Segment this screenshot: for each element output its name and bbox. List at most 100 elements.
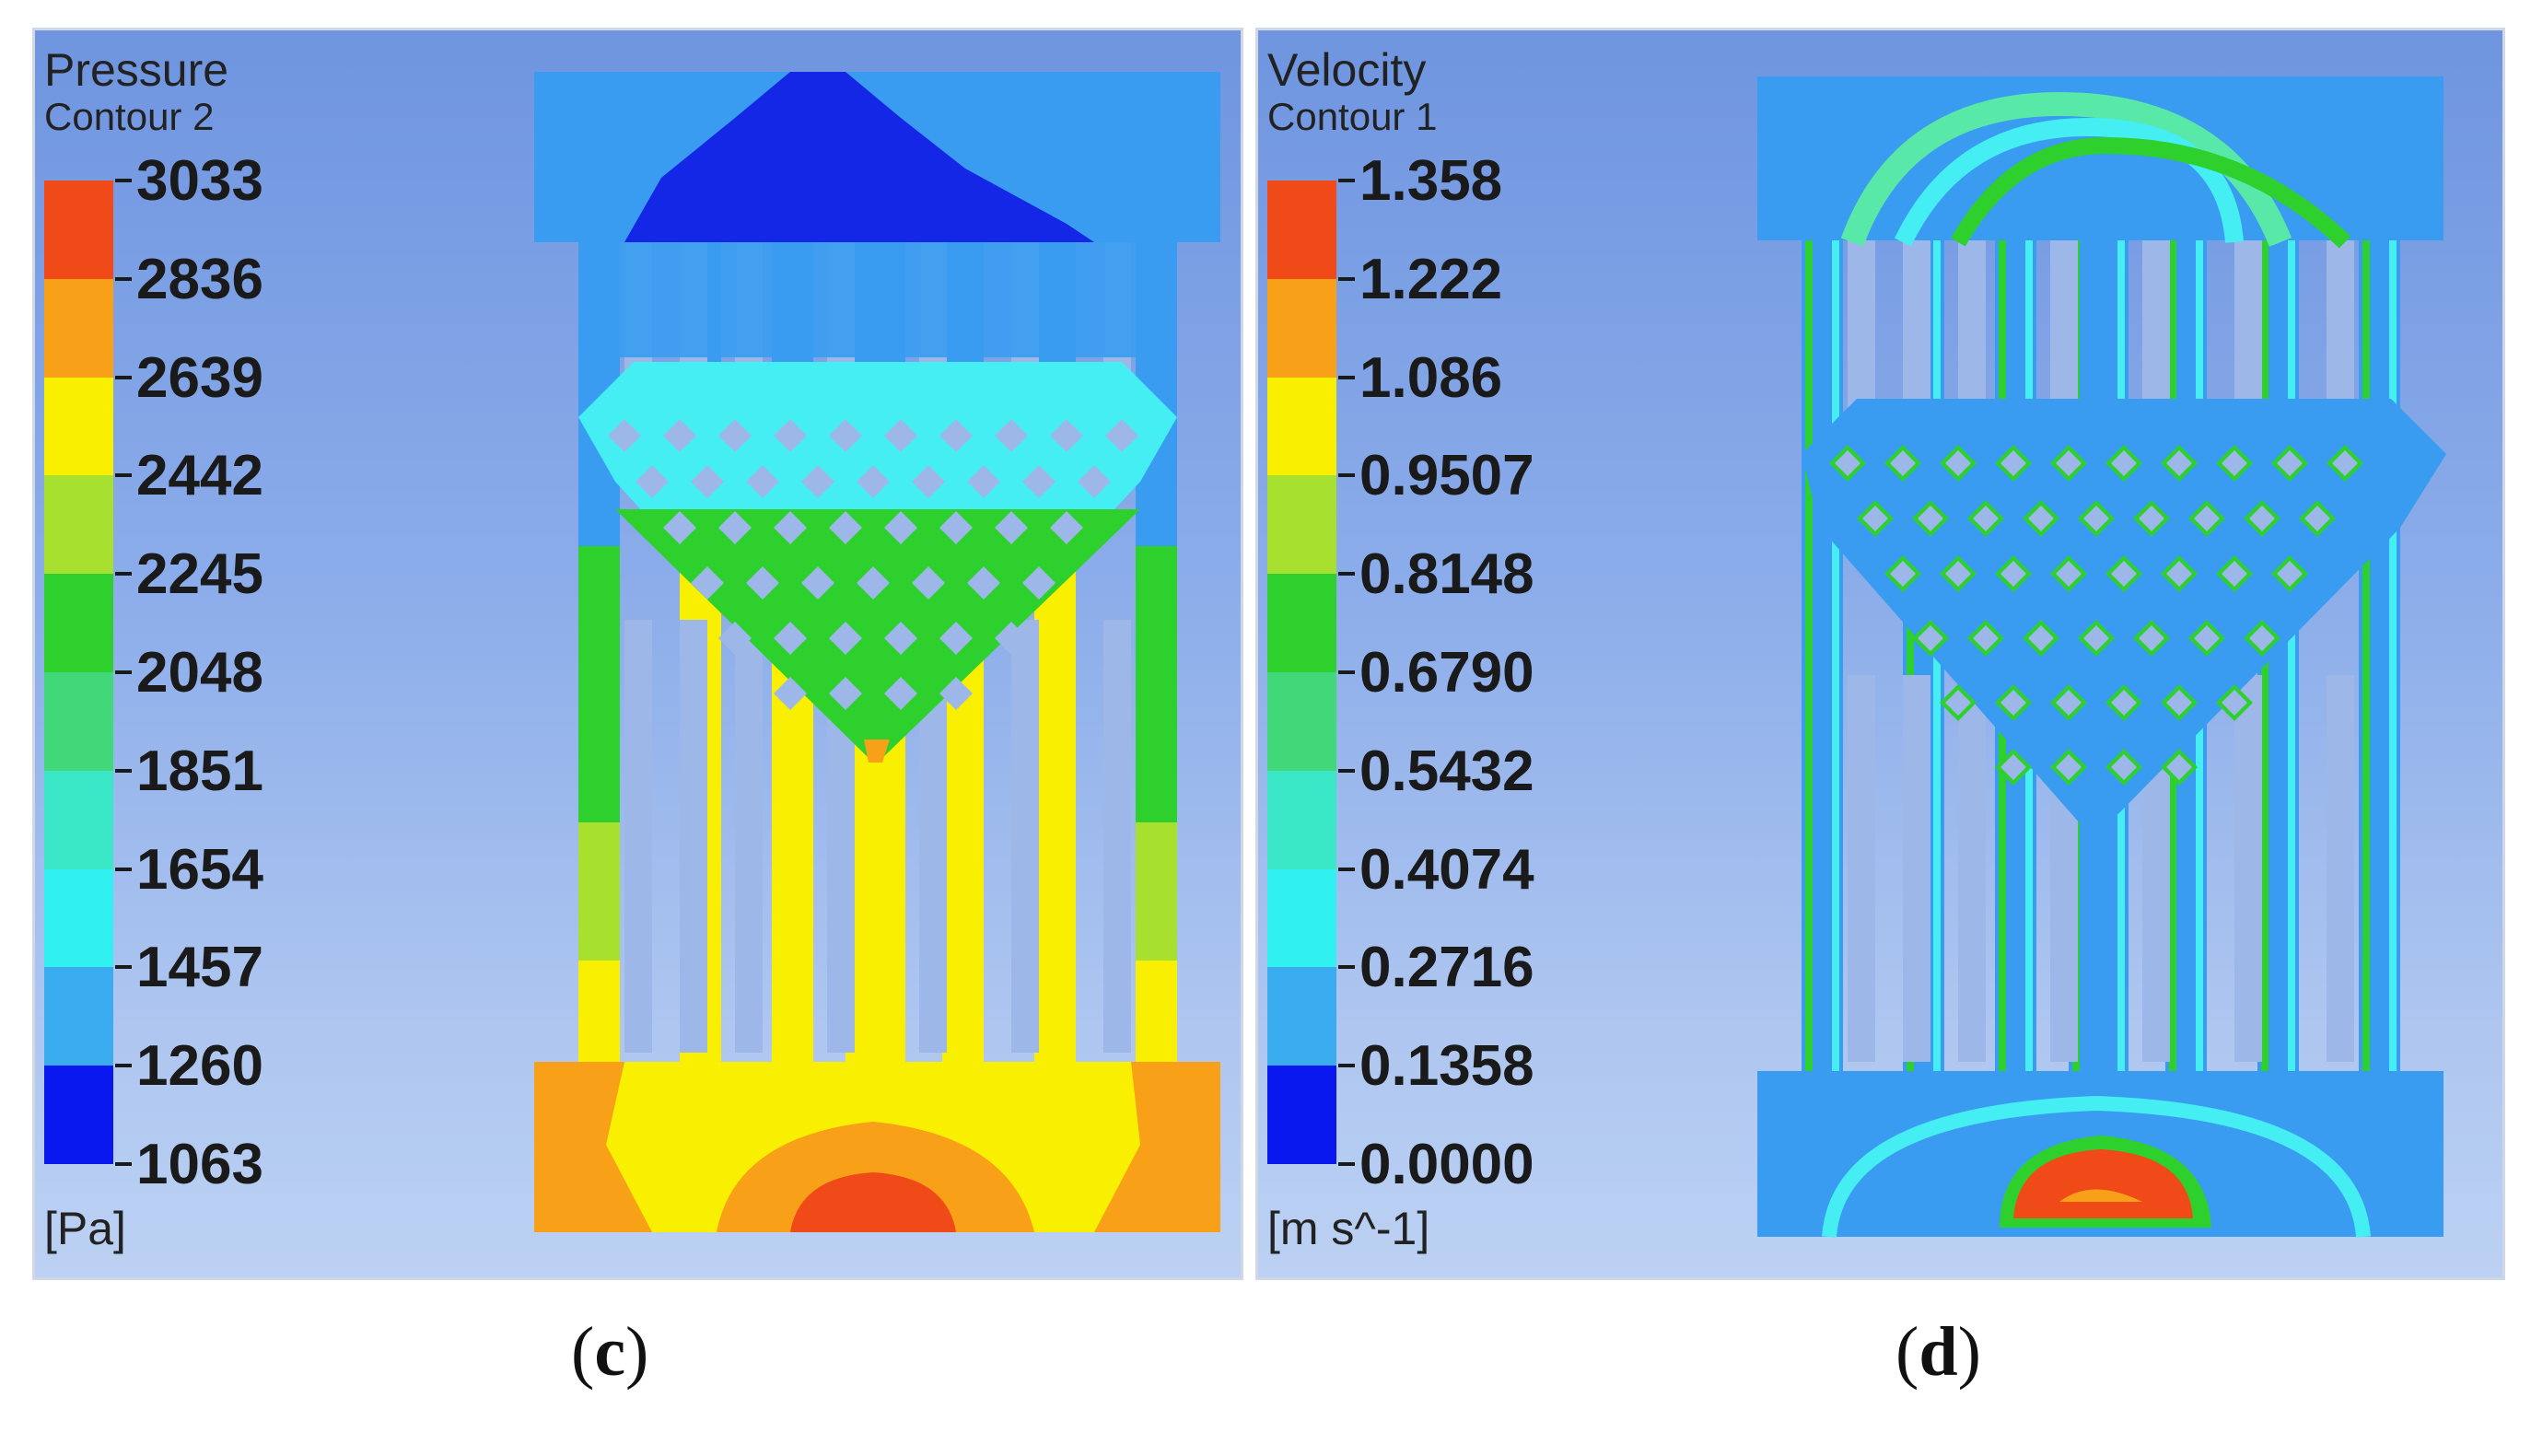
lattice-hole: [746, 566, 779, 600]
lattice-hole: [2056, 754, 2082, 780]
lattice-hole: [718, 419, 752, 452]
channel-segment: [1034, 822, 1076, 961]
channel-gap: [2142, 240, 2170, 425]
lattice-hole: [663, 511, 696, 544]
color-bar-segment: [1267, 574, 1336, 672]
color-bar-tick-label: 1.222: [1359, 247, 1503, 311]
color-bar-tick-label: 0.9507: [1359, 444, 1534, 508]
color-bar-segment: [44, 770, 113, 869]
inlet-jet-core: [2013, 1149, 2193, 1218]
lattice-holes: [1829, 445, 2363, 786]
color-bar-tick-mark: [1338, 473, 1355, 478]
color-bar-segment: [1267, 475, 1336, 575]
channel-gap: [2050, 240, 2078, 425]
lattice-hole: [939, 677, 973, 710]
channel-gap: [1011, 620, 1039, 1053]
unit-label: [Pa]: [44, 1203, 126, 1254]
lattice-hole: [1918, 506, 1943, 531]
channel-gap: [680, 620, 707, 1053]
channel-segment: [1136, 961, 1177, 1062]
velocity-field-plot: [1757, 76, 2446, 1238]
lattice-hole: [995, 419, 1028, 452]
channel-segment: [1034, 961, 1076, 1062]
channel-wall-jet: [1805, 240, 1813, 1071]
lattice-hole: [801, 566, 834, 600]
color-bar-segment: [44, 868, 113, 968]
lattice-hole: [2222, 561, 2247, 587]
channel-gap: [1848, 675, 1875, 1062]
lattice-hole: [691, 465, 724, 498]
color-bar-tick-mark: [1338, 375, 1355, 379]
caption-c: (c): [571, 1313, 649, 1391]
color-bar-tick-mark: [115, 768, 132, 773]
lattice-hole: [1890, 561, 1916, 587]
color-bar-tick-label: 2048: [136, 641, 263, 705]
lattice-hole: [774, 511, 807, 544]
lattice-hole: [995, 622, 1028, 655]
lattice-hole: [608, 419, 641, 452]
lattice-hole: [2249, 625, 2275, 651]
velocity-contour-panel: Velocity Contour 1 1.358 1.222 1.086 0.9507…: [1255, 28, 2505, 1280]
lattice-hole: [2000, 561, 2026, 587]
lattice-hole: [967, 465, 1000, 498]
lattice-hole: [829, 622, 862, 655]
color-bar-segment: [44, 967, 113, 1066]
color-bar-tick-label: 1.086: [1359, 345, 1503, 410]
lattice-hole: [2056, 561, 2082, 587]
lattice-region: [1802, 399, 2446, 832]
caption-d: (d): [1895, 1313, 1981, 1391]
lattice-hole: [1945, 561, 1971, 587]
color-bar-tick-mark: [115, 1064, 132, 1068]
lattice-hole: [1835, 450, 1860, 476]
lattice-hole: [884, 419, 917, 452]
lattice-hole: [774, 622, 807, 655]
channel-gap: [1848, 240, 1875, 425]
lattice-hole: [967, 566, 1000, 600]
lattice-hole: [939, 622, 973, 655]
color-bar-tick-mark: [1338, 1162, 1355, 1166]
color-bar-tick-label: 2639: [136, 345, 263, 410]
color-bar-segment: [1267, 671, 1336, 771]
color-bar-tick-label: 0.0000: [1359, 1133, 1534, 1196]
lattice-hole: [1973, 625, 1999, 651]
color-bar-segment: [1267, 377, 1336, 476]
lattice-hole: [718, 622, 752, 655]
color-bar-tick-label: 3033: [136, 149, 263, 213]
lattice-hole: [2304, 506, 2330, 531]
lattice-hole: [2000, 754, 2026, 780]
lattice-hole: [774, 419, 807, 452]
color-bar-tick-label: 0.5432: [1359, 739, 1534, 803]
stagnation-point: [864, 740, 890, 763]
channel-wall-jet: [2362, 240, 2370, 1071]
color-bar: [1267, 181, 1336, 1164]
color-bar-segment: [1267, 278, 1336, 378]
color-bar-segment: [44, 1066, 113, 1164]
lattice-hole: [1022, 465, 1056, 498]
lattice-hole: [2056, 450, 2082, 476]
channel-gap: [2327, 675, 2354, 1062]
low-pressure-zone: [624, 72, 1094, 242]
channel-gap: [1903, 675, 1930, 1062]
color-bar-tick-mark: [1338, 965, 1355, 970]
color-bar-tick-mark: [1338, 1064, 1355, 1068]
lattice-hole: [2332, 450, 2358, 476]
color-bar-segment: [1267, 1066, 1336, 1164]
lattice-hole: [2028, 506, 2054, 531]
pressure-field-plot: [534, 72, 1220, 1232]
lattice-hole: [1945, 690, 1971, 716]
lattice-hole: [2111, 450, 2137, 476]
lattice-hole: [2277, 450, 2303, 476]
lattice-hole: [2166, 690, 2192, 716]
pressure-contour-panel: Pressure Contour 2 3033 2836 2639 2442 2245 2…: [32, 28, 1243, 1280]
color-bar-tick-mark: [115, 276, 132, 281]
channel-segment: [772, 961, 813, 1062]
lattice-hole: [2111, 754, 2137, 780]
lattice-hole: [995, 511, 1028, 544]
lattice-hole: [774, 677, 807, 710]
lattice-hole: [829, 677, 862, 710]
lattice-hole: [2056, 690, 2082, 716]
lattice-hole: [829, 511, 862, 544]
lattice-hole: [2000, 690, 2026, 716]
color-bar-tick-label: 2442: [136, 444, 263, 508]
channel-segment: [942, 822, 984, 961]
